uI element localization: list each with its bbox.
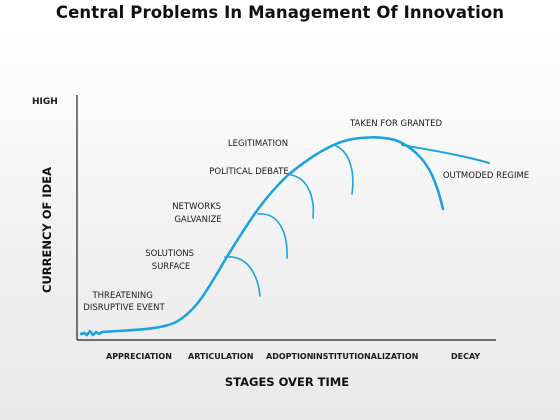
label-solutions-line2: SURFACE — [152, 262, 191, 272]
page-title: Central Problems In Management Of Innova… — [55, 3, 505, 22]
label-threatening-line1: THREATENING — [91, 291, 152, 301]
arc-solutions — [224, 256, 261, 297]
stage-appreciation: APPRECIATION — [106, 352, 172, 361]
arc-networks — [257, 213, 288, 259]
stage-decay: DECAY — [451, 352, 480, 361]
label-networks: NETWORKS GALVANIZE — [172, 202, 224, 225]
label-solutions: SOLUTIONS SURFACE — [145, 249, 196, 272]
outmoded-branch — [401, 144, 490, 164]
stage-articulation: ARTICULATION — [188, 352, 253, 361]
y-axis-high-label: HIGH — [32, 97, 58, 107]
label-outmoded: OUTMODED REGIME — [443, 171, 529, 181]
label-taken: TAKEN FOR GRANTED — [349, 119, 442, 129]
label-networks-line2: GALVANIZE — [174, 215, 221, 225]
label-solutions-line1: SOLUTIONS — [145, 249, 194, 259]
label-threatening: THREATENING DISRUPTIVE EVENT — [83, 291, 165, 313]
label-political: POLITICAL DEBATE — [209, 167, 288, 177]
arc-political — [290, 174, 315, 219]
arc-legitimation — [335, 145, 354, 195]
stage-adoption: ADOPTION — [266, 352, 313, 361]
label-threatening-line2: DISRUPTIVE EVENT — [83, 303, 165, 313]
label-legitimation: LEGITIMATION — [228, 139, 288, 149]
main-curve — [79, 136, 445, 337]
y-axis-title: CURRENCY OF IDEA — [40, 167, 54, 293]
label-networks-line1: NETWORKS — [172, 202, 221, 212]
stage-institutionalization: INSTITUTIONALIZATION — [313, 352, 418, 361]
x-axis-title: STAGES OVER TIME — [225, 375, 349, 389]
